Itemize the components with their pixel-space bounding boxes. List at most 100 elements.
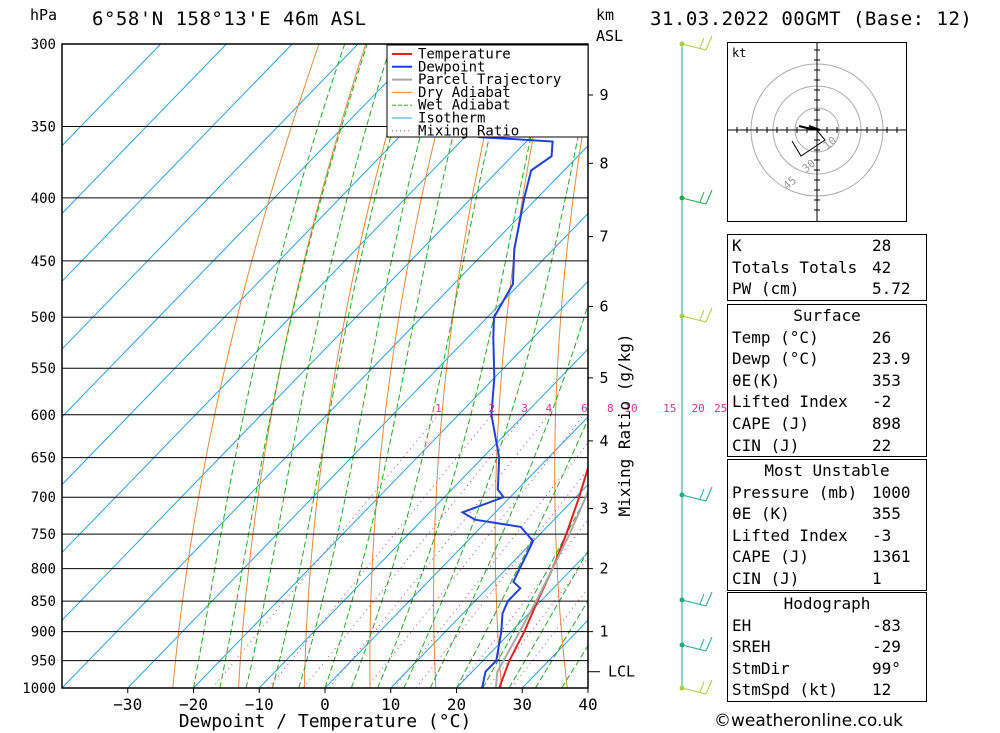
index-label: CIN (J) — [732, 568, 800, 588]
index-row: Lifted Index -3 — [728, 525, 926, 547]
isotherm-line — [62, 44, 162, 147]
wet-adiabat-line — [219, 44, 368, 688]
index-value: 42 — [872, 257, 892, 277]
lcl-label: LCL — [608, 663, 635, 681]
index-row: PW (cm) 5.72 — [728, 278, 926, 300]
index-value: 12 — [872, 680, 892, 700]
km-tick-label: 7 — [599, 228, 608, 246]
index-label: CIN (J) — [732, 435, 800, 455]
index-value: 1361 — [872, 547, 911, 567]
location-header: 6°58'N 158°13'E 46m ASL — [92, 8, 367, 30]
index-label: Dewp (°C) — [732, 349, 819, 369]
wind-barb — [681, 591, 713, 607]
x-tick-label: −20 — [179, 695, 208, 714]
pressure-tick-label: 750 — [31, 527, 56, 543]
x-tick-label: −10 — [245, 695, 274, 714]
mixing-ratio-label: 25 — [714, 402, 727, 415]
pressure-tick-label: 400 — [31, 191, 56, 207]
x-tick-label: −30 — [113, 695, 142, 714]
legend-label: Temperature — [418, 47, 511, 63]
legend-label: Wet Adiabat — [418, 98, 511, 114]
wet-adiabat-line — [193, 44, 346, 688]
mixing-ratio-line — [328, 414, 550, 688]
index-value: -83 — [872, 615, 901, 635]
index-value: -2 — [872, 392, 892, 412]
x-tick-label: 40 — [578, 695, 597, 714]
index-label: Totals Totals — [732, 257, 858, 277]
pressure-tick-label: 450 — [31, 254, 56, 270]
index-label: EH — [732, 615, 752, 635]
mixing-ratio-label: 10 — [624, 402, 637, 415]
wind-barb — [681, 486, 713, 502]
index-label: Temp (°C) — [732, 327, 819, 347]
wind-barb — [681, 307, 713, 323]
isotherm-line — [62, 44, 227, 215]
pressure-tick-label: 500 — [31, 310, 56, 326]
hodograph-unit: kt — [732, 46, 746, 60]
wet-adiabat-line — [534, 599, 588, 688]
index-row: StmDir 99° — [728, 658, 926, 680]
isotherm-line — [324, 416, 588, 688]
index-value: -29 — [872, 637, 901, 657]
wind-barb — [681, 679, 713, 695]
index-value: -3 — [872, 525, 892, 545]
km-tick-label: 2 — [599, 560, 608, 578]
dry-adiabat-line — [668, 44, 699, 688]
index-row: K 28 — [728, 235, 926, 257]
site-credit[interactable]: ©weatheronline.co.uk — [714, 711, 904, 731]
wet-adiabat-line — [508, 549, 588, 688]
km-tick-label: 8 — [599, 154, 608, 172]
dry-adiabat-line — [554, 98, 588, 688]
pressure-tick-label: 350 — [31, 119, 56, 135]
index-row: Pressure (mb) 1000 — [728, 482, 926, 504]
mixing-ratio-label: 1 — [435, 402, 442, 415]
mixing-ratio-line — [366, 414, 585, 688]
pressure-tick-label: 800 — [31, 562, 56, 578]
pressure-tick-label: 300 — [31, 37, 56, 53]
wet-adiabat-line — [482, 492, 588, 688]
wet-adiabat-line — [403, 87, 588, 688]
most-unstable-table: Most Unstable Pressure (mb) 1000 θE (K) 355… — [727, 459, 927, 591]
mixing-ratio-label: 8 — [607, 402, 614, 415]
dry-adiabat-line — [925, 44, 1000, 688]
index-row: CAPE (J) 1361 — [728, 546, 926, 568]
dry-adiabat-line — [369, 44, 460, 688]
mixing-ratio-line — [456, 519, 588, 688]
mixing-ratio-label: 3 — [521, 402, 528, 415]
index-row: CIN (J) 1 — [728, 568, 926, 590]
pressure-tick-label: 550 — [31, 361, 56, 377]
isotherm-line — [62, 44, 293, 283]
km-tick-label: 3 — [599, 500, 608, 518]
index-label: StmSpd (kt) — [732, 680, 838, 700]
index-value: 355 — [872, 504, 901, 524]
isotherm-line — [62, 44, 425, 418]
hodograph-trace — [798, 125, 821, 131]
legend-label: Parcel Trajectory — [418, 72, 561, 88]
mixing-ratio-label: 4 — [546, 402, 553, 415]
isotherm-line — [127, 212, 588, 688]
km-tick-label: 5 — [599, 369, 608, 387]
isotherm-line — [62, 44, 556, 554]
index-label: CAPE (J) — [732, 413, 810, 433]
x-tick-label: 30 — [513, 695, 532, 714]
mixing-ratio-axis-label: Mixing Ratio (g/kg) — [615, 333, 634, 516]
surface-table: Surface Temp (°C) 26 Dewp (°C) 23.9 θE(K) 353… — [727, 304, 927, 458]
index-value: 898 — [872, 413, 901, 433]
datetime-header: 31.03.2022 00GMT (Base: 12) — [650, 8, 973, 30]
most-unstable-title: Most Unstable — [764, 461, 890, 480]
pressure-tick-label: 850 — [31, 594, 56, 610]
index-row: Totals Totals 42 — [728, 257, 926, 279]
mixing-ratio-line — [487, 556, 588, 688]
pressure-tick-label: 900 — [31, 625, 56, 641]
x-tick-label: 10 — [381, 695, 400, 714]
x-axis-label: Dewpoint / Temperature (°C) — [179, 711, 472, 732]
pressure-tick-label: 950 — [31, 654, 56, 670]
index-value: 22 — [872, 435, 892, 455]
x-tick-label: 20 — [447, 695, 466, 714]
wet-adiabat-line — [245, 44, 392, 688]
mixing-ratio-label: 20 — [692, 402, 705, 415]
mixing-ratio-label: 6 — [581, 402, 588, 415]
index-label: K — [732, 236, 742, 255]
index-row: SREH -29 — [728, 636, 926, 658]
